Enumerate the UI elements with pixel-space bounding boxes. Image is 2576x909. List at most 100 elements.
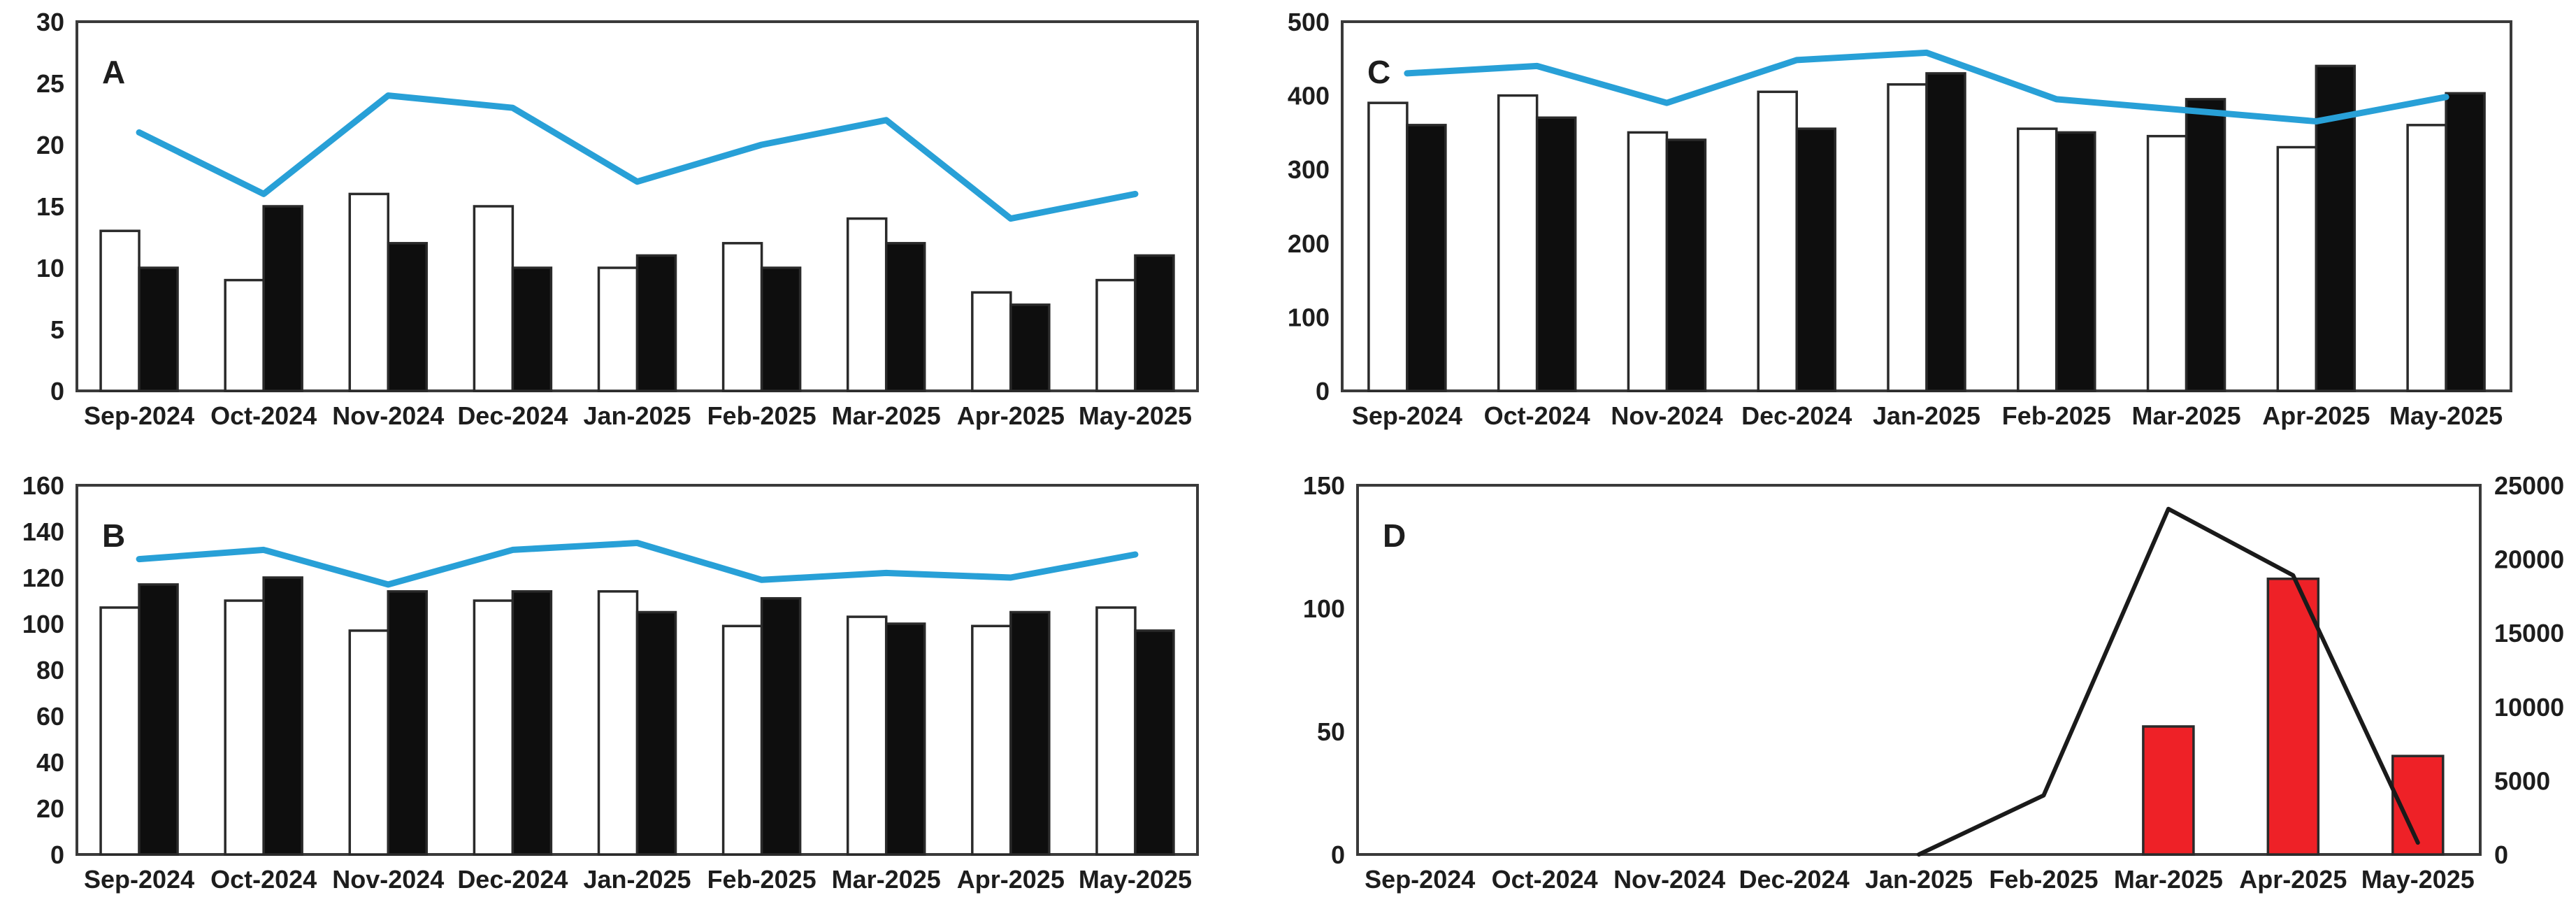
chart-C-bar-white-bars-Dec-2024 xyxy=(1757,90,1798,392)
chart-D-xlabel-Apr-2025: Apr-2025 xyxy=(2239,865,2347,894)
chart-B-bar-white-bars-Sep-2024 xyxy=(99,606,141,856)
chart-A-bar-white-bars-Oct-2024 xyxy=(224,278,265,392)
chart-A-xlabel-Nov-2024: Nov-2024 xyxy=(332,401,444,430)
chart-panel-B: 0 20 40 60 80 100 120 140 160 Sep-2024 Oct-2024 Nov… xyxy=(22,471,1199,894)
chart-A-bar-white-bars-Feb-2025 xyxy=(721,242,763,392)
chart-panel-C: 0 100 200 300 400 500 Sep-2024 Oct-2024 Nov-2024… xyxy=(1288,8,2512,430)
chart-A-bar-white-bars-May-2025 xyxy=(1095,278,1137,392)
chart-B-ytick-left-40: 40 xyxy=(36,748,64,777)
chart-A-ytick-left-5: 5 xyxy=(50,315,64,344)
chart-A-bar-black-bars-Apr-2025 xyxy=(1009,303,1051,392)
chart-B-xlabel-Mar-2025: Mar-2025 xyxy=(832,865,941,894)
chart-A-bar-white-bars-Sep-2024 xyxy=(99,229,141,392)
chart-C-bar-black-bars-Oct-2024 xyxy=(1535,116,1577,392)
chart-B-bar-white-bars-Feb-2025 xyxy=(721,624,763,856)
chart-A-bar-black-bars-Nov-2024 xyxy=(387,242,429,392)
chart-B-xlabel-Dec-2024: Dec-2024 xyxy=(457,865,568,894)
chart-C-ytick-left-300: 300 xyxy=(1288,155,1330,184)
chart-B-xlabel-Jan-2025: Jan-2025 xyxy=(583,865,691,894)
chart-A-xlabel-Oct-2024: Oct-2024 xyxy=(210,401,317,430)
chart-B-bar-black-bars-Feb-2025 xyxy=(760,596,802,856)
chart-B-xlabel-Nov-2024: Nov-2024 xyxy=(332,865,444,894)
chart-C-bar-white-bars-Jan-2025 xyxy=(1887,83,1928,392)
chart-C-xlabel-Dec-2024: Dec-2024 xyxy=(1741,401,1852,430)
chart-B-xlabel-Apr-2025: Apr-2025 xyxy=(957,865,1065,894)
chart-B-bar-white-bars-Dec-2024 xyxy=(473,599,515,856)
chart-A-bar-black-bars-Sep-2024 xyxy=(138,266,179,392)
chart-B-ytick-left-80: 80 xyxy=(36,656,64,685)
chart-D-ytick-right-0: 0 xyxy=(2494,840,2508,869)
chart-B-ytick-left-20: 20 xyxy=(36,794,64,823)
chart-A-xlabel-Dec-2024: Dec-2024 xyxy=(457,401,568,430)
chart-D-bar-red-bars-Apr-2025 xyxy=(2266,578,2320,856)
chart-D-ytick-right-20000: 20000 xyxy=(2494,545,2564,574)
chart-D-bar-red-bars-Mar-2025 xyxy=(2142,725,2195,856)
chart-B-xlabel-Sep-2024: Sep-2024 xyxy=(84,865,194,894)
chart-A-ytick-left-30: 30 xyxy=(36,8,64,36)
chart-A-blue-line xyxy=(136,92,1139,222)
chart-D-xlabel-Feb-2025: Feb-2025 xyxy=(1989,865,2098,894)
chart-B-ytick-left-140: 140 xyxy=(22,517,64,546)
chart-B-ytick-left-0: 0 xyxy=(50,840,64,869)
chart-D-xlabel-Nov-2024: Nov-2024 xyxy=(1613,865,1725,894)
chart-D-ytick-left-150: 150 xyxy=(1303,471,1345,500)
chart-B-ytick-left-160: 160 xyxy=(22,471,64,500)
chart-B-ytick-left-120: 120 xyxy=(22,564,64,592)
chart-B-bar-white-bars-Oct-2024 xyxy=(224,599,265,856)
chart-A-bar-black-bars-Feb-2025 xyxy=(760,266,802,392)
chart-C-xlabel-Feb-2025: Feb-2025 xyxy=(2002,401,2111,430)
chart-B-bar-black-bars-Apr-2025 xyxy=(1009,610,1051,856)
chart-D-ytick-right-15000: 15000 xyxy=(2494,619,2564,647)
chart-A-bar-white-bars-Dec-2024 xyxy=(473,205,515,392)
chart-C-bar-black-bars-Sep-2024 xyxy=(1406,124,1447,392)
chart-C-ytick-left-400: 400 xyxy=(1288,82,1330,110)
chart-A-bar-white-bars-Apr-2025 xyxy=(971,291,1012,392)
chart-D-xlabel-May-2025: May-2025 xyxy=(2361,865,2475,894)
chart-A-ytick-left-15: 15 xyxy=(36,192,64,221)
chart-C-bar-black-bars-Nov-2024 xyxy=(1665,138,1707,392)
chart-A-panel-letter: A xyxy=(102,54,125,90)
chart-A-xlabel-Sep-2024: Sep-2024 xyxy=(84,401,194,430)
chart-A-xlabel-May-2025: May-2025 xyxy=(1079,401,1192,430)
chart-C-bar-black-bars-Dec-2024 xyxy=(1795,127,1836,392)
chart-C-ytick-left-500: 500 xyxy=(1288,8,1330,36)
chart-C-ytick-left-100: 100 xyxy=(1288,303,1330,331)
chart-D-xlabel-Sep-2024: Sep-2024 xyxy=(1365,865,1475,894)
chart-D-ytick-left-100: 100 xyxy=(1303,594,1345,623)
chart-A-bar-black-bars-May-2025 xyxy=(1134,254,1175,392)
chart-panel-A: 0 5 10 15 20 25 30 Sep-2024 Oct-2024 Nov-2024 Dec-… xyxy=(36,8,1199,430)
chart-B-bar-white-bars-Nov-2024 xyxy=(348,629,390,856)
chart-C-bar-white-bars-Mar-2025 xyxy=(2146,134,2188,392)
chart-C-ytick-left-0: 0 xyxy=(1316,377,1330,406)
chart-B-bar-black-bars-Sep-2024 xyxy=(138,583,179,856)
chart-B-bar-white-bars-Mar-2025 xyxy=(846,615,888,856)
chart-C-bar-black-bars-Feb-2025 xyxy=(2055,131,2096,392)
chart-B-xlabel-Oct-2024: Oct-2024 xyxy=(210,865,317,894)
chart-D-xlabel-Dec-2024: Dec-2024 xyxy=(1739,865,1849,894)
chart-B-blue-line xyxy=(136,540,1139,588)
chart-B-panel-letter: B xyxy=(102,517,125,554)
chart-A-xlabel-Jan-2025: Jan-2025 xyxy=(583,401,691,430)
chart-D-ytick-right-25000: 25000 xyxy=(2494,471,2564,500)
chart-C-xlabel-Apr-2025: Apr-2025 xyxy=(2262,401,2370,430)
chart-C-xlabel-May-2025: May-2025 xyxy=(2389,401,2503,430)
chart-B-bar-black-bars-Oct-2024 xyxy=(262,576,303,856)
chart-A-xlabel-Apr-2025: Apr-2025 xyxy=(957,401,1065,430)
chart-D-ytick-right-10000: 10000 xyxy=(2494,693,2564,722)
chart-C-bar-white-bars-Nov-2024 xyxy=(1627,131,1669,392)
chart-D-xlabel-Mar-2025: Mar-2025 xyxy=(2114,865,2223,894)
chart-A-ytick-left-0: 0 xyxy=(50,377,64,406)
chart-B-bar-black-bars-Dec-2024 xyxy=(511,590,553,856)
chart-C-xlabel-Mar-2025: Mar-2025 xyxy=(2132,401,2241,430)
chart-C-xlabel-Jan-2025: Jan-2025 xyxy=(1873,401,1980,430)
chart-C-ytick-left-200: 200 xyxy=(1288,229,1330,258)
chart-B-bar-white-bars-Apr-2025 xyxy=(971,624,1012,856)
chart-C-panel-letter: C xyxy=(1367,54,1390,90)
chart-D-ytick-left-50: 50 xyxy=(1317,717,1345,746)
chart-C-blue-line xyxy=(1404,49,2449,125)
chart-C-bar-white-bars-May-2025 xyxy=(2406,124,2447,392)
chart-A-bar-white-bars-Mar-2025 xyxy=(846,217,888,392)
chart-C-bar-black-bars-Mar-2025 xyxy=(2185,98,2226,392)
